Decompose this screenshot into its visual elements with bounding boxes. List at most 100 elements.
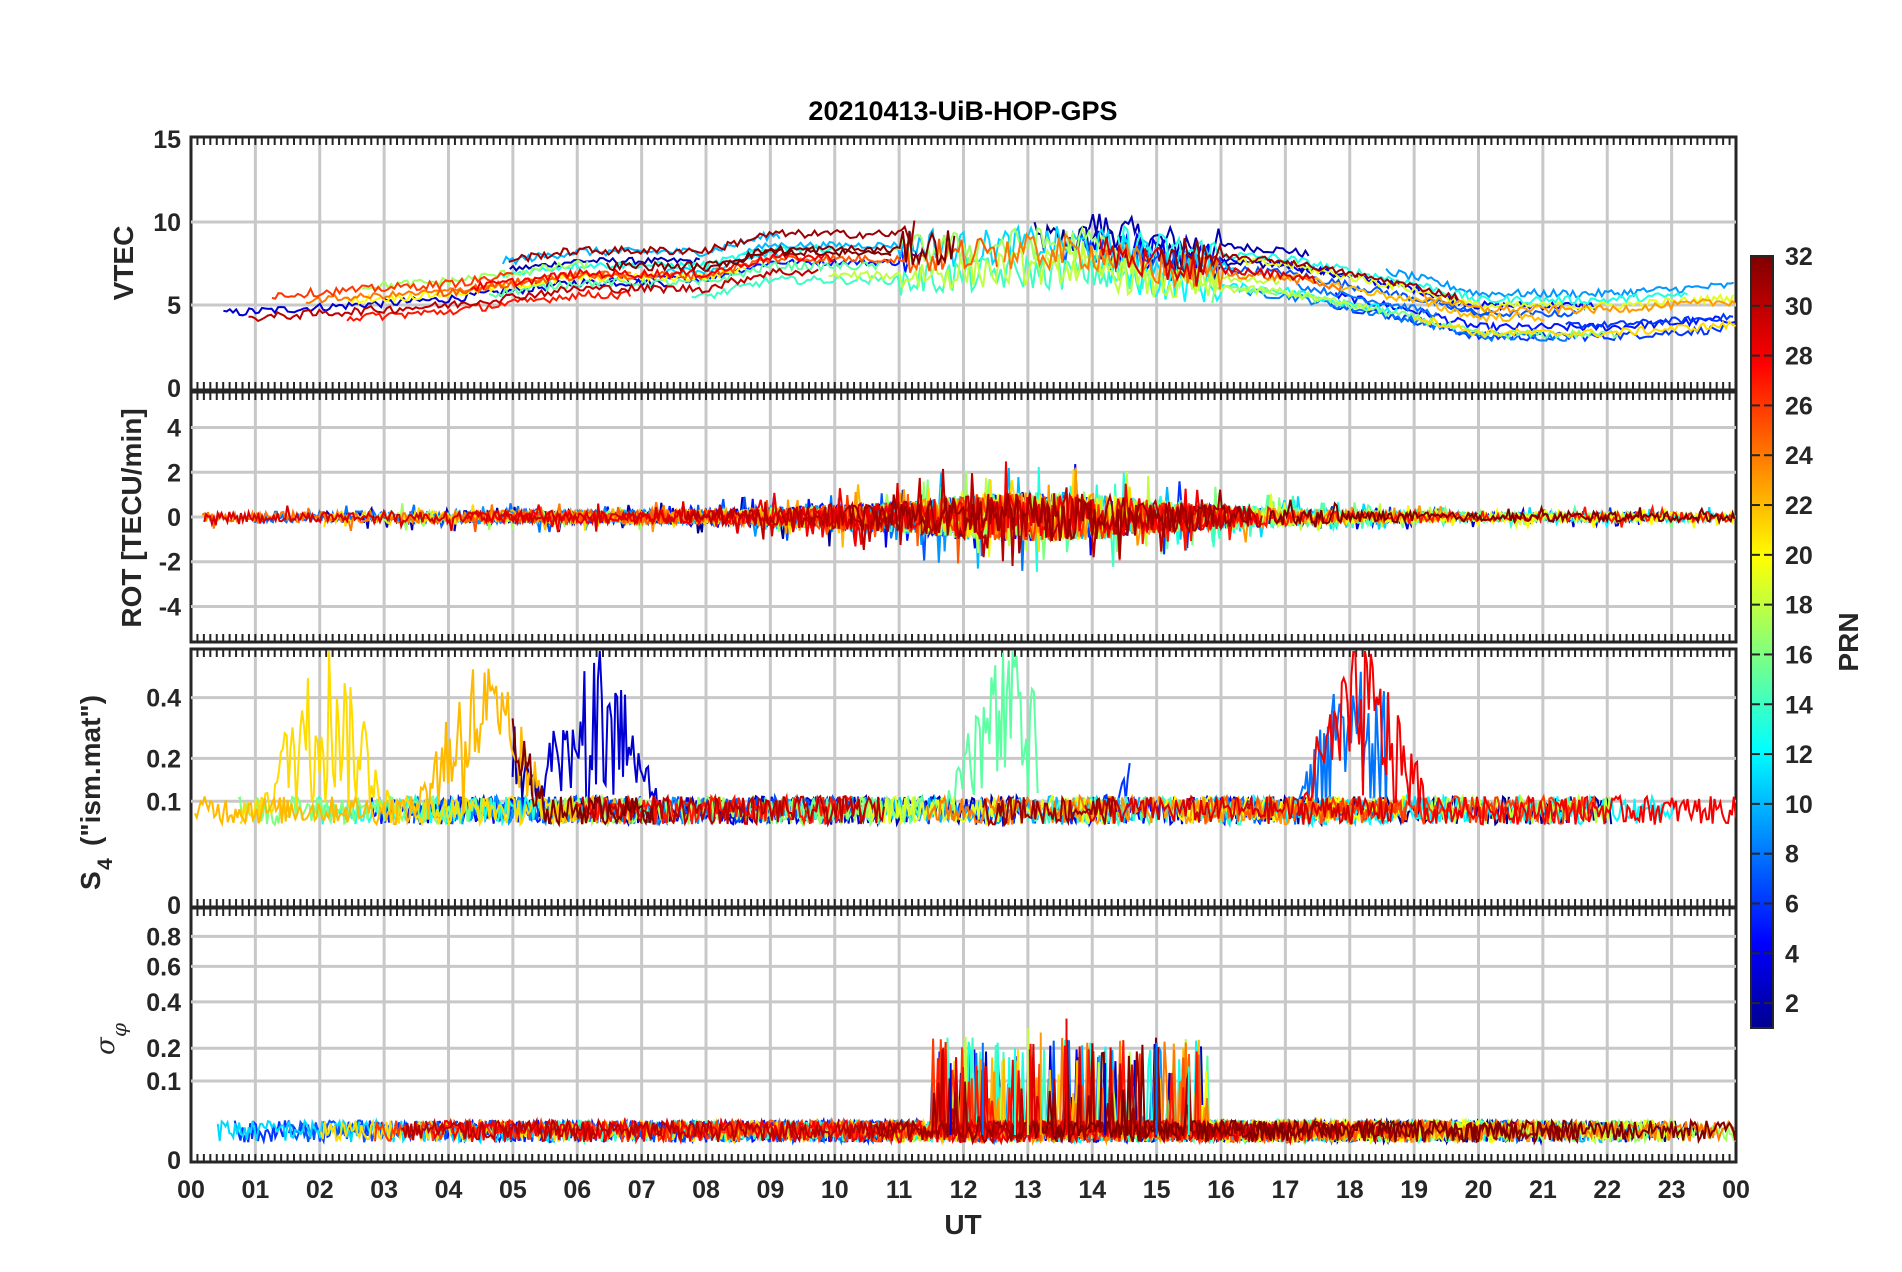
colorbar-tick-label: 32	[1785, 243, 1813, 271]
x-tick-label: 11	[886, 1176, 913, 1204]
rot-line-prn	[1268, 499, 1736, 528]
x-tick-label: 09	[756, 1176, 784, 1204]
x-tick-label: 18	[1336, 1176, 1364, 1204]
y-tick-label: 0.8	[146, 923, 181, 951]
colorbar-tick-label: 16	[1785, 641, 1813, 669]
y-tick-label: 4	[167, 415, 181, 443]
colorbar-tick-label: 22	[1785, 492, 1813, 520]
s4-line-prn	[982, 794, 1118, 828]
sigma-phi-series	[216, 1018, 1736, 1146]
vtec-line-prn	[691, 253, 1147, 300]
rot-y-ticks: -4 -2 0 2 4	[159, 415, 181, 622]
s4-panel: 0 0.1 0.2 0.4 S 4 ("ism.mat")	[75, 647, 1738, 920]
s4-y-ticks: 0 0.1 0.2 0.4	[146, 685, 181, 920]
y-tick-label: 0.1	[146, 788, 181, 816]
sigma-phi-ylabel: σ φ	[91, 1023, 131, 1055]
y-tick-label: 0.2	[146, 745, 181, 773]
s4-line-prn	[1189, 671, 1389, 826]
y-tick-label: -2	[159, 549, 181, 577]
x-tick-label: 00	[177, 1176, 205, 1204]
vtec-line-prn	[470, 251, 835, 292]
sigma-phi-line-prn	[401, 1049, 1067, 1145]
x-tick-label: 13	[1014, 1176, 1042, 1204]
vtec-line-prn	[1082, 213, 1310, 263]
colorbar-tick-label: 2	[1785, 990, 1799, 1018]
vtec-line-prn	[1329, 302, 1725, 343]
chart-title: 20210413-UiB-HOP-GPS	[808, 96, 1117, 126]
x-tick-label: 04	[435, 1176, 463, 1204]
vtec-line-prn	[1413, 315, 1736, 339]
vtec-line-prn	[828, 247, 1373, 311]
y-tick-label: 0	[167, 892, 181, 920]
x-tick-label: 10	[821, 1176, 849, 1204]
y-tick-label: 2	[167, 459, 181, 487]
vtec-line-prn	[1297, 283, 1438, 318]
s4-ylabel: S 4 ("ism.mat")	[75, 695, 117, 890]
rot-panel: -4 -2 0 2 4 ROT [TECU/min]	[116, 390, 1738, 644]
s4-line-prn	[511, 718, 655, 828]
vtec-line-prn	[704, 247, 892, 272]
colorbar-tick-label: 18	[1785, 592, 1813, 620]
y-tick-label: 5	[167, 292, 181, 320]
colorbar-tick-label: 10	[1785, 791, 1813, 819]
x-tick-label: 20	[1465, 1176, 1493, 1204]
sigma-phi-panel: 0 0.1 0.2 0.4 0.60.8 σ φ	[91, 906, 1738, 1175]
s4-line-prn	[1296, 651, 1736, 826]
rot-line-prn	[848, 489, 1252, 559]
x-tick-label: 16	[1207, 1176, 1235, 1204]
s4-ylabel-sub: 4	[94, 858, 117, 870]
x-tick-label: 12	[950, 1176, 978, 1204]
x-tick-label: 17	[1271, 1176, 1299, 1204]
s4-line-prn	[1322, 793, 1599, 825]
colorbar-tick-label: 12	[1785, 741, 1813, 769]
vtec-line-prn	[1385, 268, 1734, 300]
vtec-line-prn	[509, 256, 701, 273]
s4-line-prn	[1084, 794, 1394, 825]
vtec-line-prn	[605, 230, 956, 273]
x-tick-labels: 00 01 02 03 04 05 06 07 08 09 10 11 12 13 14 15 16 17 18 19…	[177, 1176, 1750, 1204]
x-tick-label: 02	[306, 1176, 334, 1204]
sigma-phi-ylabel-sub: φ	[107, 1023, 131, 1037]
vtec-line-prn	[1422, 291, 1736, 316]
x-tick-label: 19	[1400, 1176, 1428, 1204]
vtec-series	[223, 213, 1736, 343]
s4-line-prn	[193, 668, 641, 828]
x-tick-label: 06	[563, 1176, 591, 1204]
colorbar-gradient	[1750, 255, 1774, 1029]
x-tick-label: 05	[499, 1176, 527, 1204]
x-tick-label: 01	[241, 1176, 269, 1204]
s4-series	[193, 651, 1736, 829]
x-tick-label: 00	[1722, 1176, 1750, 1204]
vtec-line-prn	[271, 271, 514, 300]
rot-ylabel: ROT [TECU/min]	[116, 408, 147, 627]
x-tick-label: 07	[628, 1176, 656, 1204]
vtec-line-prn	[508, 220, 916, 263]
vtec-line-prn	[499, 243, 843, 279]
colorbar-tick-label: 24	[1785, 442, 1813, 470]
y-tick-label: 0	[167, 504, 181, 532]
y-tick-label: 0.6	[146, 953, 181, 981]
y-tick-label: -4	[159, 593, 181, 621]
colorbar-tick-label: 8	[1785, 841, 1799, 869]
sigma-phi-y-ticks: 0 0.1 0.2 0.4 0.60.8	[146, 923, 181, 1175]
colorbar-tick-label: 28	[1785, 343, 1813, 371]
vtec-y-ticks: 0 5 10 15	[153, 126, 181, 403]
x-tick-label: 14	[1078, 1176, 1106, 1204]
x-tick-label: 23	[1658, 1176, 1686, 1204]
s4-line-prn	[239, 651, 580, 828]
s4-ylabel-rest: ("ism.mat")	[75, 695, 106, 846]
y-tick-label: 15	[153, 126, 181, 154]
vtec-line-prn	[1565, 312, 1734, 330]
colorbar-label: PRN	[1833, 612, 1864, 671]
vtec-line-prn	[1003, 232, 1344, 292]
vtec-line-prn	[223, 277, 668, 317]
x-tick-label: 21	[1529, 1176, 1557, 1204]
vtec-ylabel: VTEC	[108, 226, 139, 301]
y-tick-label: 10	[153, 209, 181, 237]
y-tick-label: 0	[167, 1147, 181, 1175]
colorbar-tick-label: 14	[1785, 691, 1813, 719]
x-tick-label: 22	[1593, 1176, 1621, 1204]
